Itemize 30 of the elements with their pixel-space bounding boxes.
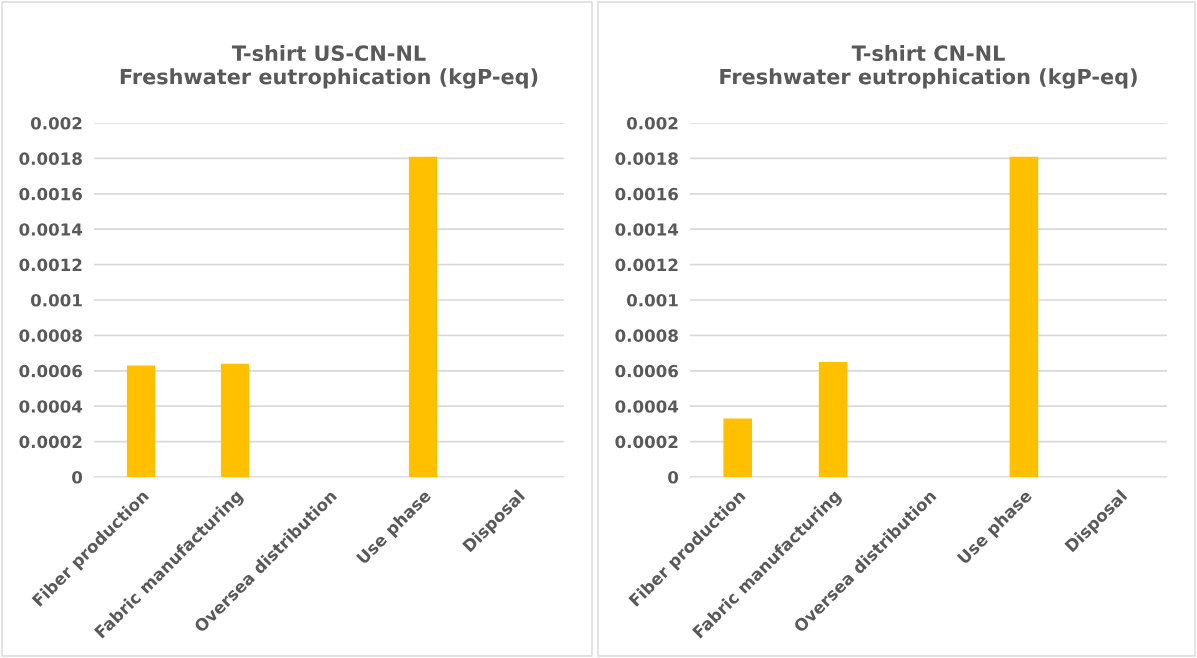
y-tick-label: 0.0008 xyxy=(19,329,82,342)
y-tick-label: 0.0008 xyxy=(615,329,678,342)
y-tick-label: 0.0002 xyxy=(615,435,678,449)
y-tick-label: 0.001 xyxy=(626,293,678,307)
y-tick-label: 0.002 xyxy=(30,116,82,130)
y-tick-label: 0.0018 xyxy=(19,152,82,165)
y-tick-label: 0 xyxy=(72,470,83,484)
y-tick-label: 0.0012 xyxy=(615,258,678,272)
y-tick-label: 0.0016 xyxy=(19,187,82,201)
y-tick-label: 0.0016 xyxy=(615,187,678,201)
bar xyxy=(220,363,250,477)
y-tick-label: 0.0018 xyxy=(615,152,678,165)
y-tick-label: 0.0006 xyxy=(19,364,82,378)
y-tick-label: 0.0014 xyxy=(19,223,83,236)
y-tick-label: 0 xyxy=(668,470,679,484)
bar xyxy=(126,365,156,477)
bar xyxy=(723,418,753,477)
y-tick-label: 0.0004 xyxy=(615,400,679,413)
chart-title: T-shirt US-CN-NL Freshwater eutrophication (kgP-eq) xyxy=(120,44,538,89)
y-tick-label: 0.001 xyxy=(30,293,82,307)
bar xyxy=(818,361,848,477)
y-tick-label: 0.0004 xyxy=(19,400,83,413)
y-tick-label: 0.002 xyxy=(626,116,678,130)
chart-title: T-shirt CN-NL Freshwater eutrophication (kgP-eq) xyxy=(720,44,1137,89)
y-tick-label: 0.0002 xyxy=(19,435,82,449)
bar xyxy=(408,156,438,477)
bar xyxy=(1009,156,1039,477)
y-tick-label: 0.0012 xyxy=(19,258,82,272)
y-tick-label: 0.0006 xyxy=(615,364,678,378)
y-tick-label: 0.0014 xyxy=(615,223,679,236)
